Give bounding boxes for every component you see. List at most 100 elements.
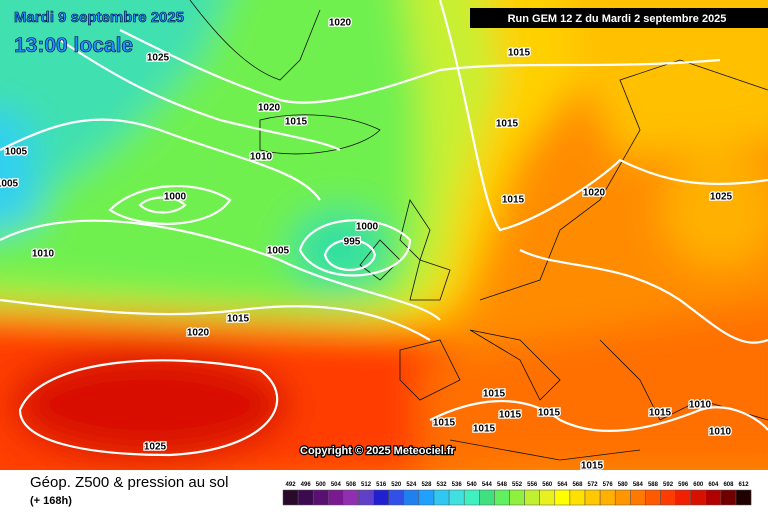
isobar-label: 1020 <box>329 18 352 29</box>
isobar-label: 1015 <box>508 48 531 59</box>
isobar-labels: 1020102510151020101510151005101010051000… <box>0 16 734 473</box>
legend-swatch <box>403 489 420 506</box>
legend-swatch <box>358 489 374 506</box>
legend-label: 540 <box>467 482 478 488</box>
legend-swatch <box>735 489 752 506</box>
legend-label: 524 <box>406 482 417 488</box>
legend-swatch <box>539 489 556 506</box>
forecast-time: 13:00 locale <box>14 34 133 57</box>
legend: 492 496 500 504 508 512 516 520 524 528 532 536 540 5… <box>282 482 752 506</box>
legend-label: 552 <box>512 482 523 488</box>
isobar-label: 1025 <box>147 53 170 64</box>
legend-label: 496 <box>301 482 312 488</box>
legend-swatch <box>433 489 450 506</box>
legend-swatch <box>705 489 722 506</box>
isobar-label: 1010 <box>32 249 55 260</box>
legend-swatch <box>297 489 314 506</box>
isobar-label: 1015 <box>581 461 604 472</box>
legend-swatch <box>645 489 661 506</box>
legend-swatch <box>479 489 495 506</box>
legend-swatch <box>584 489 601 506</box>
run-label: Run GEM 12 Z du Mardi 2 septembre 2025 <box>508 13 727 25</box>
isobar-label: 1015 <box>538 408 561 419</box>
isobar-label: 1015 <box>473 424 496 435</box>
legend-swatch <box>418 489 435 506</box>
legend-swatch <box>343 489 359 506</box>
legend-swatch <box>463 489 480 506</box>
legend-swatch <box>524 489 540 506</box>
isobar-label: 1025 <box>144 442 167 453</box>
run-box <box>470 8 768 28</box>
legend-swatch <box>448 489 465 506</box>
isobar-label: 1015 <box>496 119 519 130</box>
legend-label: 548 <box>497 482 508 488</box>
legend-label: 536 <box>452 482 463 488</box>
isobar-label: 1015 <box>483 389 506 400</box>
isobar-label: 1005 <box>0 179 19 190</box>
legend-label: 544 <box>482 482 493 488</box>
legend-label: 592 <box>663 482 674 488</box>
legend-label: 596 <box>678 482 689 488</box>
isobar-label: 1025 <box>710 192 733 203</box>
legend-label: 564 <box>557 482 568 488</box>
isobar-label: 1010 <box>709 427 732 438</box>
footer-subtitle: (+ 168h) <box>30 495 72 507</box>
legend-swatch <box>328 489 344 506</box>
legend-label: 516 <box>376 482 387 488</box>
legend-swatch <box>282 489 299 506</box>
isobar-label: 1020 <box>583 188 606 199</box>
isobar-label: 1005 <box>5 147 28 158</box>
isobar-label: 1015 <box>285 117 308 128</box>
isobar-label: 1000 <box>356 222 379 233</box>
legend-label: 604 <box>708 482 719 488</box>
footer-title: Géop. Z500 & pression au sol <box>30 474 228 491</box>
legend-label: 600 <box>693 482 704 488</box>
isobar-label: 1000 <box>164 192 187 203</box>
legend-swatch <box>569 489 586 506</box>
isobar-label: 1020 <box>187 328 210 339</box>
legend-swatch <box>660 489 676 506</box>
isobar-label: 1010 <box>250 152 273 163</box>
legend-swatch <box>388 489 405 506</box>
legend-label: 572 <box>588 482 599 488</box>
isobar-label: 1015 <box>227 314 250 325</box>
legend-label: 528 <box>421 482 432 488</box>
legend-swatch <box>509 489 525 506</box>
legend-label: 520 <box>391 482 402 488</box>
legend-label: 556 <box>527 482 538 488</box>
legend-label: 588 <box>648 482 659 488</box>
map-field <box>0 0 768 470</box>
legend-label: 504 <box>331 482 342 488</box>
legend-swatch <box>614 489 631 506</box>
legend-swatch <box>599 489 616 506</box>
legend-swatch <box>675 489 691 506</box>
legend-label: 512 <box>361 482 372 488</box>
legend-label: 580 <box>618 482 629 488</box>
legend-label: 508 <box>346 482 357 488</box>
isobar-label: 1015 <box>502 195 525 206</box>
legend-swatch <box>690 489 707 506</box>
forecast-date: Mardi 9 septembre 2025 <box>14 9 184 26</box>
legend-label: 608 <box>723 482 734 488</box>
isobar-label: 1015 <box>649 408 672 419</box>
legend-swatch <box>312 489 329 506</box>
isobar-label: 995 <box>344 237 361 248</box>
legend-label: 576 <box>603 482 614 488</box>
legend-label: 584 <box>633 482 644 488</box>
legend-swatch <box>720 489 737 506</box>
isobar-label: 1010 <box>689 400 712 411</box>
isobar-label: 1015 <box>433 418 456 429</box>
legend-label: 532 <box>437 482 448 488</box>
isobar-label: 1020 <box>258 103 281 114</box>
isobar-label: 1015 <box>499 410 522 421</box>
legend-swatch <box>373 489 389 506</box>
legend-label: 612 <box>739 482 750 488</box>
legend-label: 492 <box>286 482 297 488</box>
legend-swatch <box>554 489 571 506</box>
isobar-label: 1005 <box>267 246 290 257</box>
legend-swatch <box>630 489 646 506</box>
legend-label: 568 <box>572 482 583 488</box>
legend-label: 500 <box>316 482 327 488</box>
copyright: Copyright © 2025 Meteociel.fr <box>300 445 456 457</box>
